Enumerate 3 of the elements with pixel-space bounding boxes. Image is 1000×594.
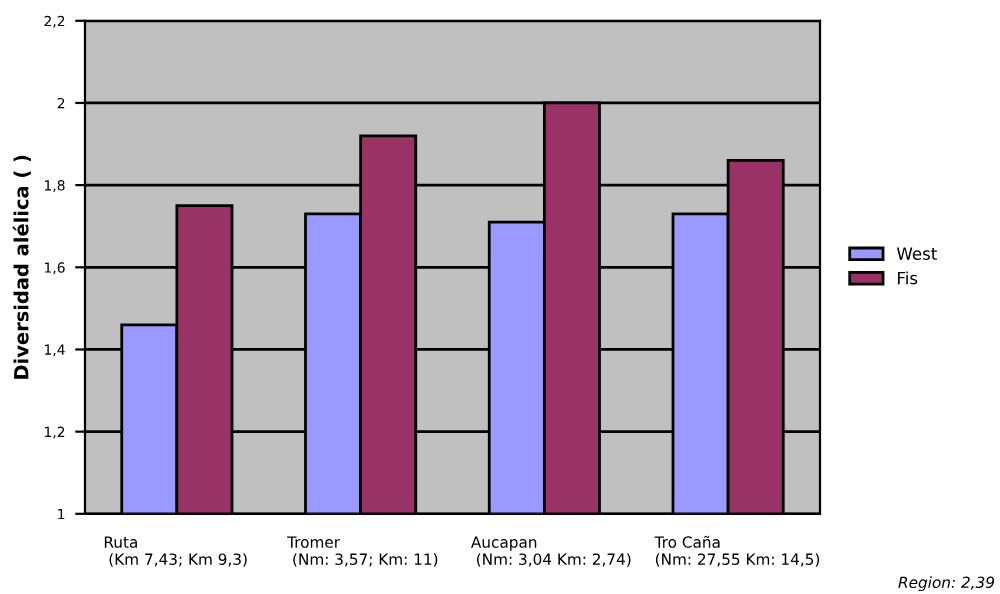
legend-label: West xyxy=(896,247,937,260)
legend-label: Fis xyxy=(898,271,918,285)
y-axis-title: Diversidad alélica ( ) xyxy=(12,155,31,379)
